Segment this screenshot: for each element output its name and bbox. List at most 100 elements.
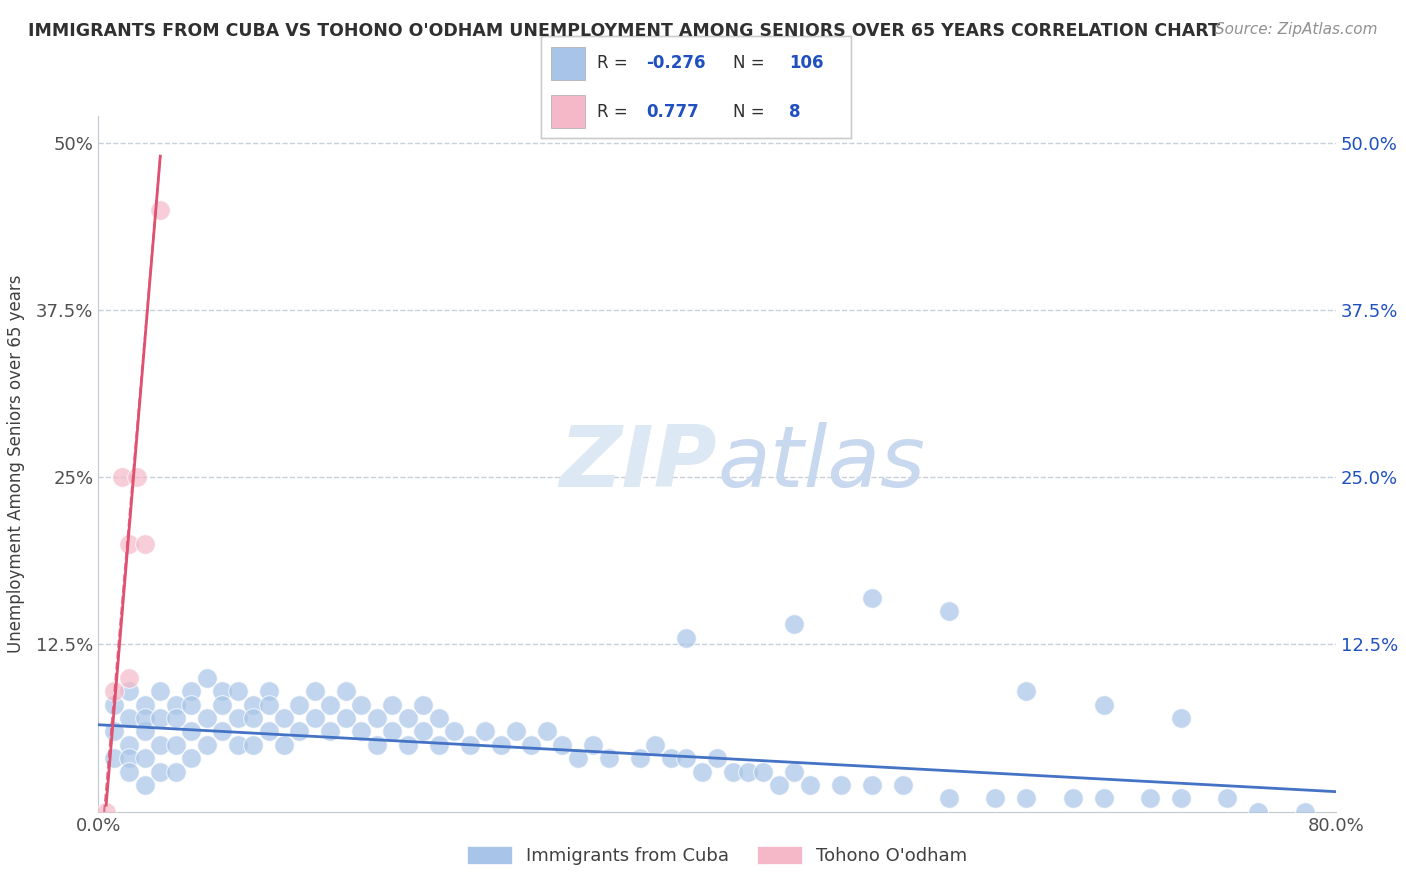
Point — [443, 724, 465, 739]
Point — [628, 751, 651, 765]
Point — [799, 778, 821, 792]
Point — [690, 764, 713, 779]
Point — [938, 791, 960, 805]
Point — [118, 764, 141, 779]
Point — [1170, 711, 1192, 725]
Point — [474, 724, 496, 739]
Point — [412, 724, 434, 739]
Point — [118, 711, 141, 725]
Point — [180, 751, 202, 765]
Point — [304, 684, 326, 698]
Point — [567, 751, 589, 765]
Point — [118, 684, 141, 698]
Point — [134, 537, 156, 551]
Point — [103, 724, 125, 739]
Point — [319, 698, 342, 712]
Point — [1062, 791, 1084, 805]
Point — [319, 724, 342, 739]
Point — [273, 711, 295, 725]
Legend: Immigrants from Cuba, Tohono O'odham: Immigrants from Cuba, Tohono O'odham — [460, 838, 974, 872]
Point — [396, 711, 419, 725]
Point — [273, 738, 295, 752]
Point — [1015, 684, 1038, 698]
Point — [226, 684, 249, 698]
Text: 0.777: 0.777 — [647, 103, 699, 120]
Point — [891, 778, 914, 792]
Point — [768, 778, 790, 792]
Point — [427, 738, 450, 752]
Point — [149, 711, 172, 725]
Point — [103, 751, 125, 765]
Point — [127, 470, 149, 484]
Point — [242, 738, 264, 752]
Point — [1092, 698, 1115, 712]
Point — [118, 537, 141, 551]
Point — [149, 202, 172, 217]
Point — [134, 751, 156, 765]
Point — [675, 631, 697, 645]
Point — [118, 751, 141, 765]
Point — [180, 684, 202, 698]
Point — [165, 698, 187, 712]
Point — [350, 724, 373, 739]
Point — [195, 671, 218, 685]
Point — [489, 738, 512, 752]
Point — [257, 698, 280, 712]
Point — [412, 698, 434, 712]
Text: N =: N = — [733, 54, 770, 72]
Point — [396, 738, 419, 752]
Point — [783, 617, 806, 632]
Point — [860, 591, 883, 605]
Point — [257, 724, 280, 739]
Point — [149, 764, 172, 779]
Point — [165, 711, 187, 725]
Point — [737, 764, 759, 779]
Point — [551, 738, 574, 752]
Point — [226, 711, 249, 725]
Point — [366, 738, 388, 752]
Point — [984, 791, 1007, 805]
Point — [118, 738, 141, 752]
Point — [381, 724, 404, 739]
Text: 106: 106 — [789, 54, 824, 72]
Point — [211, 724, 233, 739]
Text: IMMIGRANTS FROM CUBA VS TOHONO O'ODHAM UNEMPLOYMENT AMONG SENIORS OVER 65 YEARS : IMMIGRANTS FROM CUBA VS TOHONO O'ODHAM U… — [28, 22, 1220, 40]
Point — [381, 698, 404, 712]
Point — [180, 698, 202, 712]
Point — [598, 751, 620, 765]
Text: R =: R = — [598, 54, 633, 72]
Point — [118, 671, 141, 685]
Point — [706, 751, 728, 765]
Point — [134, 698, 156, 712]
Point — [505, 724, 527, 739]
Text: atlas: atlas — [717, 422, 925, 506]
Point — [111, 470, 134, 484]
Point — [211, 684, 233, 698]
Point — [366, 711, 388, 725]
Point — [1139, 791, 1161, 805]
Point — [458, 738, 481, 752]
Point — [675, 751, 697, 765]
Point — [752, 764, 775, 779]
Point — [860, 778, 883, 792]
Text: R =: R = — [598, 103, 633, 120]
Text: 8: 8 — [789, 103, 800, 120]
Point — [304, 711, 326, 725]
Point — [335, 711, 357, 725]
Bar — [551, 95, 585, 128]
Point — [103, 698, 125, 712]
Point — [1216, 791, 1239, 805]
Point — [582, 738, 605, 752]
Point — [149, 738, 172, 752]
Point — [288, 724, 311, 739]
Point — [257, 684, 280, 698]
Point — [149, 684, 172, 698]
Point — [1247, 805, 1270, 819]
Point — [195, 738, 218, 752]
Point — [242, 698, 264, 712]
Y-axis label: Unemployment Among Seniors over 65 years: Unemployment Among Seniors over 65 years — [7, 275, 25, 653]
Point — [165, 764, 187, 779]
Point — [644, 738, 666, 752]
Point — [721, 764, 744, 779]
Text: Source: ZipAtlas.com: Source: ZipAtlas.com — [1215, 22, 1378, 37]
